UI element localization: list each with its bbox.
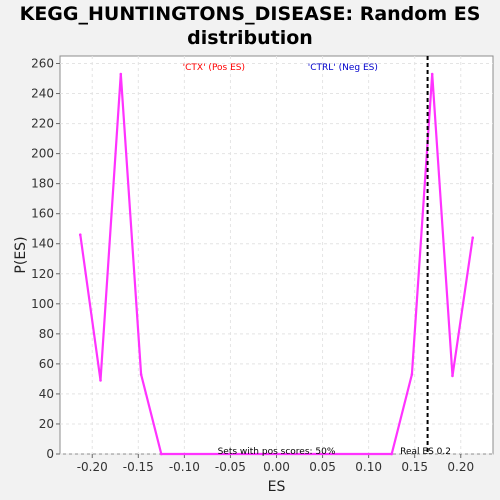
pos-es-legend: 'CTX' (Pos ES) xyxy=(183,63,245,73)
sets-pos-scores-text: Sets with pos scores: 50% xyxy=(218,447,336,457)
x-tick-label-6: 0.10 xyxy=(355,460,382,474)
data-point-5 xyxy=(390,452,393,456)
y-tick-label-9: 180 xyxy=(31,177,54,191)
y-tick-label-11: 220 xyxy=(31,117,54,131)
y-tick-label-13: 260 xyxy=(31,57,54,71)
y-tick-label-3: 60 xyxy=(39,357,54,371)
y-tick-label-10: 200 xyxy=(31,147,54,161)
y-tick-label-1: 20 xyxy=(39,417,54,431)
x-tick-label-1: -0.15 xyxy=(123,460,154,474)
x-tick-label-3: -0.05 xyxy=(215,460,246,474)
chart-title: KEGG_HUNTINGTONS_DISEASE: Random ES dist… xyxy=(19,3,481,49)
y-tick-label-0: 0 xyxy=(46,447,54,461)
y-tick-label-7: 140 xyxy=(31,237,54,251)
series xyxy=(78,72,475,456)
x-tick-label-5: 0.05 xyxy=(309,460,336,474)
data-point-6 xyxy=(410,373,414,376)
y-tick-label-5: 100 xyxy=(31,297,54,311)
y-tick-label-8: 160 xyxy=(31,207,54,221)
data-point-3 xyxy=(139,373,143,376)
series-line-0 xyxy=(79,73,474,456)
data-point-4 xyxy=(160,452,163,456)
axes: -0.20 -0.15 -0.10 -0.05 0.00 0.05 0.10 0.15 0.20… xyxy=(13,57,474,495)
x-tick-label-2: -0.10 xyxy=(169,460,200,474)
y-tick-label-4: 80 xyxy=(39,327,54,341)
data-point-7 xyxy=(430,72,434,76)
y-tick-label-12: 240 xyxy=(31,87,54,101)
neg-es-legend: 'CTRL' (Neg ES) xyxy=(308,63,378,73)
real-es-text: Real ES 0.2 xyxy=(400,447,451,457)
y-axis-label: P(ES) xyxy=(13,236,29,273)
data-point-8 xyxy=(451,374,454,378)
data-point-9 xyxy=(471,236,475,240)
x-axis-label: ES xyxy=(268,479,286,495)
data-point-1 xyxy=(99,379,102,382)
y-tick-label-6: 120 xyxy=(31,267,54,281)
data-point-2 xyxy=(119,72,123,76)
x-tick-label-7: 0.15 xyxy=(401,460,428,474)
x-tick-label-8: 0.20 xyxy=(447,460,474,474)
annotations: 'CTX' (Pos ES) 'CTRL' (Neg ES) Sets with p… xyxy=(183,56,451,457)
data-point-0 xyxy=(78,233,82,237)
y-tick-label-2: 40 xyxy=(39,387,54,401)
x-tick-label-0: -0.20 xyxy=(77,460,108,474)
x-tick-label-4: 0.00 xyxy=(263,460,290,474)
